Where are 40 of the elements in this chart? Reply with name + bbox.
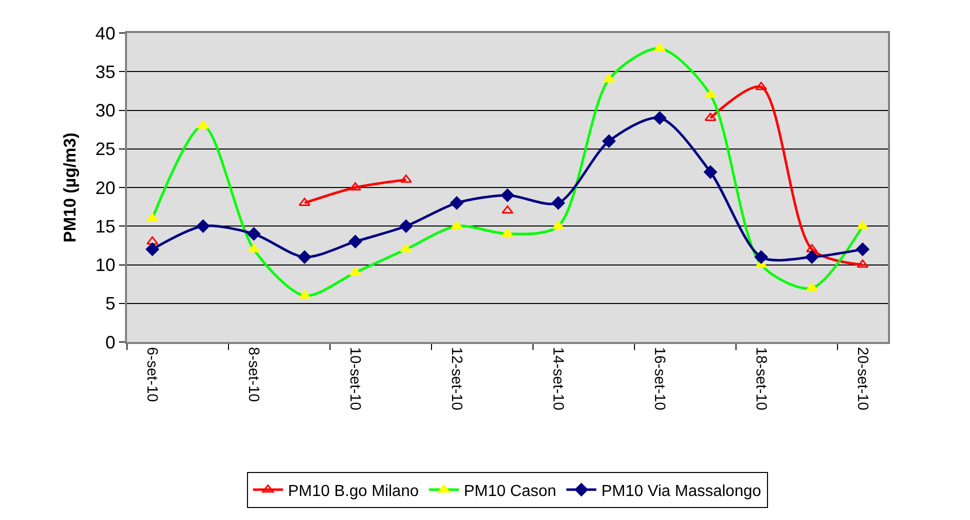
y-tick-label: 35 [95, 62, 116, 82]
point [653, 111, 666, 125]
x-tick-label: 18-set-10 [752, 347, 770, 410]
y-tick-label: 0 [105, 332, 116, 352]
point [399, 220, 413, 233]
point [348, 234, 362, 248]
y-tick-label: 25 [95, 139, 116, 160]
y-tick-label: 10 [95, 255, 116, 276]
point [805, 250, 818, 264]
point [146, 242, 159, 256]
legend-label: PM10 B.go Milano [288, 482, 419, 500]
y-tick-label: 40 [95, 23, 116, 44]
point [500, 188, 514, 202]
y-axis-title: PM10 (µg/m3) [60, 132, 80, 242]
y-tick-label: 15 [95, 216, 116, 236]
point [552, 196, 565, 210]
point [247, 227, 260, 240]
point [602, 134, 616, 148]
y-tick-label: 5 [105, 294, 116, 314]
point [196, 220, 210, 233]
x-tick-label: 14-set-10 [549, 347, 566, 410]
legend-label: PM10 Cason [464, 482, 556, 500]
y-tick-label: 30 [95, 100, 116, 121]
point [856, 242, 870, 256]
point [400, 174, 412, 183]
x-tick-label: 16-set-10 [650, 347, 668, 410]
x-tick-label: 12-set-10 [448, 347, 465, 410]
point [755, 82, 768, 90]
y-tick-label: 20 [95, 178, 116, 198]
point [146, 236, 158, 245]
x-tick-label: 8-set-10 [244, 347, 262, 402]
point [754, 250, 768, 264]
point [502, 205, 514, 214]
legend-label: PM10 Via Massalongo [601, 482, 762, 500]
x-tick-label: 20-set-10 [854, 347, 871, 410]
point [450, 196, 464, 210]
x-tick-label: 6-set-10 [143, 347, 160, 402]
x-tick-label: 10-set-10 [346, 347, 364, 410]
point [704, 165, 718, 179]
point [298, 250, 312, 264]
